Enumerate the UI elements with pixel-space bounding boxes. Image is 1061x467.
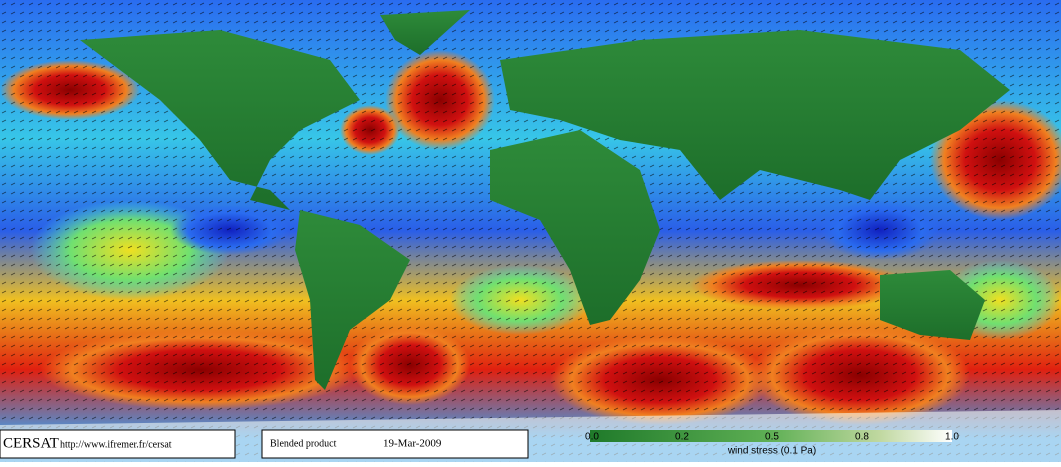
date: 19-Mar-2009	[383, 438, 442, 450]
color-bar	[590, 430, 952, 442]
color-bar-tick-label: 0.0	[585, 432, 599, 443]
color-bar-tick-label: 0.2	[675, 432, 689, 443]
url: http://www.ifremer.fr/cersat	[60, 439, 172, 450]
legend-label: wind stress (0.1 Pa)	[727, 446, 816, 457]
color-bar-tick-label: 0.8	[855, 432, 869, 443]
source-box	[0, 429, 236, 459]
continents	[80, 10, 1010, 390]
product: Blended product	[270, 438, 337, 449]
product-box	[261, 429, 529, 459]
source: CERSAT	[3, 435, 59, 451]
color-bar-ticks: 0.0 0.2 0.5 0.8 1.0	[585, 432, 959, 443]
color-bar-tick-label: 1.0	[945, 432, 959, 443]
color-bar-tick-label: 0.5	[765, 432, 779, 443]
